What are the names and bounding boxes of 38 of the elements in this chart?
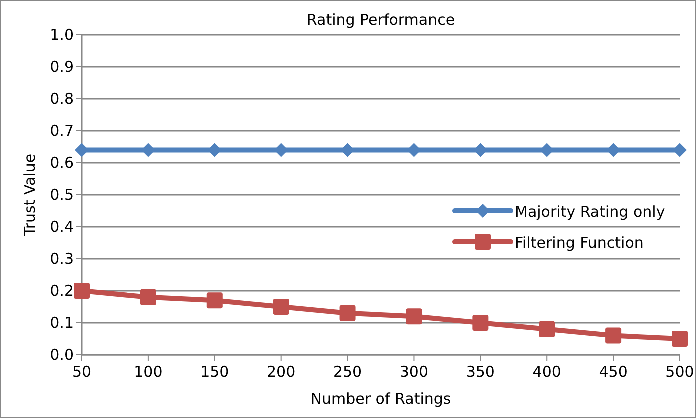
legend-label: Filtering Function: [515, 234, 644, 252]
point: [140, 289, 156, 306]
point: [206, 292, 223, 309]
point: [74, 283, 90, 299]
y-tick-label: 0.1: [50, 314, 74, 332]
x-tick-label: 50: [72, 363, 92, 381]
y-tick-label: 0.8: [50, 90, 74, 108]
y-tick-label: 0.4: [50, 218, 74, 236]
x-tick-label: 150: [200, 363, 230, 381]
point: [606, 328, 622, 344]
point: [673, 143, 687, 158]
x-tick-label: 300: [400, 363, 429, 381]
x-tick-label: 350: [466, 363, 495, 381]
y-tick-label: 0.6: [50, 154, 74, 172]
x-tick-label: 250: [333, 363, 362, 381]
legend-label: Majority Rating only: [515, 203, 666, 221]
chart-title: Rating Performance: [306, 11, 456, 29]
y-tick-label: 0.7: [50, 122, 74, 140]
point: [406, 308, 422, 325]
y-tick-label: 0.5: [50, 186, 74, 204]
x-tick-label: 400: [532, 363, 562, 381]
point: [539, 321, 556, 338]
y-tick-label: 0.3: [50, 250, 74, 268]
x-axis-title: Number of Ratings: [310, 390, 452, 408]
y-tick-label: 0.0: [50, 346, 74, 364]
x-tick-label: 100: [134, 363, 163, 381]
point: [340, 305, 356, 322]
point: [672, 331, 688, 347]
y-tick-label: 0.2: [50, 282, 74, 300]
y-axis-title: Trust Value: [21, 154, 39, 238]
y-tick-label: 1.0: [50, 26, 74, 44]
x-tick-label: 450: [599, 363, 628, 381]
point: [472, 315, 489, 331]
point: [75, 143, 89, 158]
x-tick-label: 500: [666, 363, 694, 381]
point: [273, 299, 290, 315]
x-tick-label: 200: [267, 363, 296, 381]
y-tick-label: 0.9: [50, 58, 74, 76]
